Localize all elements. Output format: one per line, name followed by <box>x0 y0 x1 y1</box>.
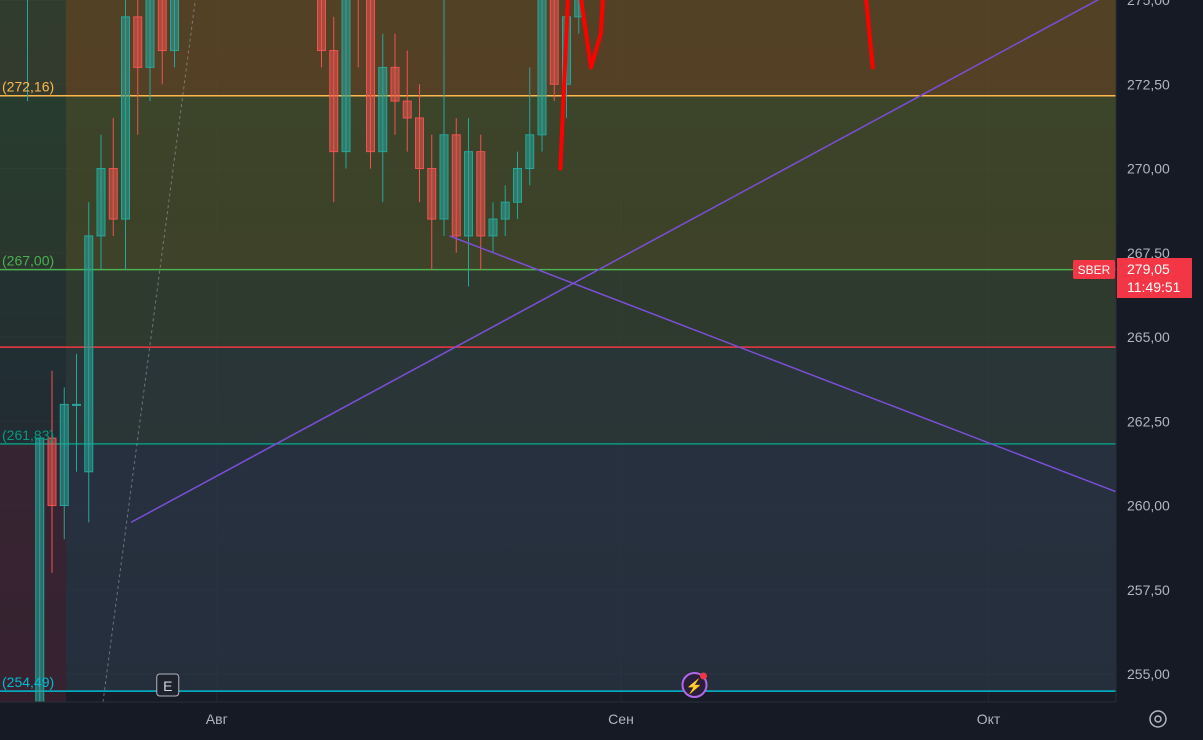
candle-body <box>390 66 400 102</box>
price-tick-label: 265,00 <box>1127 329 1170 345</box>
lightning-marker[interactable] <box>681 672 708 698</box>
price-tick-label: 262,50 <box>1127 413 1170 429</box>
earnings-marker[interactable] <box>156 673 180 697</box>
price-tick-label: 257,50 <box>1127 582 1170 598</box>
price-tick-label: 267,50 <box>1127 245 1170 261</box>
candle-body <box>439 134 449 220</box>
fib-zone <box>66 95 1116 270</box>
price-axis: 295,00292,50290,00287,50285,00282,50280,… <box>1127 0 1170 682</box>
time-tick-label: Авг <box>206 711 228 727</box>
candle-body <box>47 437 57 507</box>
ticker-label: SBER <box>1078 263 1111 277</box>
candle-body <box>513 168 522 203</box>
candle-body <box>366 0 375 153</box>
fib-zone <box>66 443 1116 692</box>
trendlines[interactable] <box>34 0 1203 640</box>
candle-body <box>525 134 535 170</box>
candle-body <box>72 403 81 406</box>
candle-body <box>451 134 461 237</box>
countdown-timer: 11:49:51 <box>1127 279 1181 295</box>
price-tick-label: 255,00 <box>1127 666 1170 682</box>
price-tick-label: 260,00 <box>1127 498 1170 514</box>
event-markers[interactable]: E ⚡ <box>156 672 708 698</box>
candle-body <box>402 100 412 119</box>
settings-icon[interactable] <box>1149 710 1167 728</box>
fib-zone <box>66 347 1116 444</box>
candle-body <box>96 168 106 237</box>
fib-zone-left <box>0 347 66 444</box>
price-tick-label: 275,00 <box>1127 0 1170 8</box>
fib-zone-left <box>0 95 66 270</box>
candle-body <box>549 0 559 85</box>
candle-body <box>121 16 130 220</box>
earnings-marker-label: E <box>163 678 172 694</box>
candle-body <box>464 151 473 237</box>
trendline[interactable] <box>449 235 1203 640</box>
candle-body <box>378 66 388 153</box>
fib-zones <box>0 0 1116 702</box>
candle-body <box>329 50 339 153</box>
candle-body <box>133 16 143 68</box>
last-price-value: 279,05 <box>1127 261 1170 277</box>
ticker-badge <box>1073 260 1115 279</box>
time-axis: Авг Сен Окт <box>206 711 1001 727</box>
time-axis-panel[interactable] <box>0 702 1116 740</box>
fib-zone-left <box>0 0 66 96</box>
fib-lines <box>0 94 1116 692</box>
candle-body <box>157 0 167 52</box>
lightning-icon: ⚡ <box>686 678 703 695</box>
price-tick-label: 270,00 <box>1127 161 1170 177</box>
candle-body <box>59 403 69 506</box>
candle-body <box>476 151 486 237</box>
candle-body <box>488 218 498 237</box>
candle-body <box>427 168 437 220</box>
fib-zone <box>66 0 1116 96</box>
candles <box>27 0 584 740</box>
fib-level-label: (261,83) <box>2 427 54 443</box>
last-price-box <box>1117 258 1192 298</box>
candle-body <box>574 0 584 18</box>
candle-body <box>341 0 351 153</box>
time-tick-label: Сен <box>608 711 634 727</box>
last-price-tag: SBER 279,05 11:49:51 <box>1073 258 1192 298</box>
candle-body <box>108 168 118 220</box>
candle-body <box>84 235 94 473</box>
price-axis-panel[interactable] <box>1116 0 1203 740</box>
fib-zone <box>66 269 1116 348</box>
time-tick-label: Окт <box>977 711 1001 727</box>
fib-zone-left <box>0 269 66 348</box>
alert-dot <box>700 672 707 680</box>
price-tick-label: 272,50 <box>1127 76 1170 92</box>
fib-level-label: (267,00) <box>2 253 54 269</box>
dashed-helper-line <box>102 0 196 703</box>
candle-body <box>145 0 155 68</box>
candle-body <box>415 117 424 169</box>
fib-level-label: (254,49) <box>2 674 54 690</box>
candle-body <box>537 0 547 136</box>
trendline[interactable] <box>130 0 1203 524</box>
fib-level-label: (272,16) <box>2 79 54 95</box>
candle-body <box>170 0 179 52</box>
fib-labels: (288,86)(278,54)(272,16)(267,00)(261,83)… <box>2 79 54 690</box>
candle-body <box>500 201 510 220</box>
candle-body <box>317 0 326 52</box>
